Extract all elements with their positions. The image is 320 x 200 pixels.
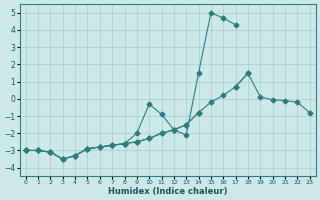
X-axis label: Humidex (Indice chaleur): Humidex (Indice chaleur) <box>108 187 228 196</box>
